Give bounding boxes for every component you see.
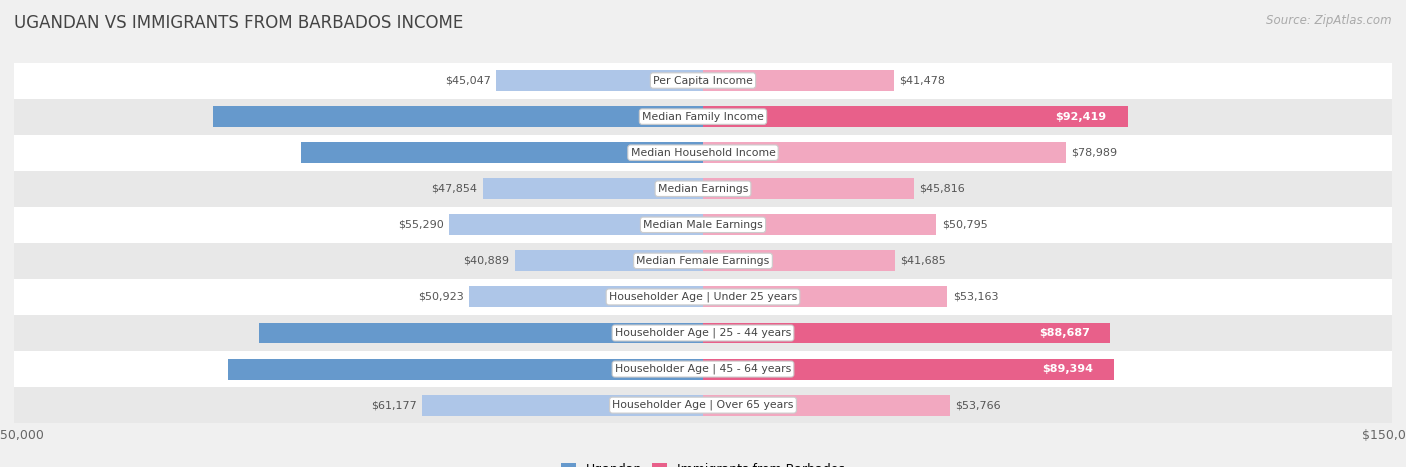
Bar	[703, 395, 950, 416]
Bar	[703, 178, 914, 199]
Bar	[259, 323, 703, 343]
Text: $92,419: $92,419	[1056, 112, 1107, 121]
Bar	[14, 134, 1392, 171]
Text: $47,854: $47,854	[432, 184, 478, 194]
Bar	[14, 387, 1392, 423]
Bar	[422, 395, 703, 416]
Text: $88,687: $88,687	[1039, 328, 1090, 338]
Text: $45,047: $45,047	[444, 76, 491, 85]
Text: Householder Age | Over 65 years: Householder Age | Over 65 years	[612, 400, 794, 410]
Text: Householder Age | 45 - 64 years: Householder Age | 45 - 64 years	[614, 364, 792, 375]
Text: $96,667: $96,667	[681, 328, 733, 338]
Legend: Ugandan, Immigrants from Barbados: Ugandan, Immigrants from Barbados	[555, 458, 851, 467]
Text: $41,478: $41,478	[898, 76, 945, 85]
Bar	[703, 286, 948, 307]
Text: Median Family Income: Median Family Income	[643, 112, 763, 121]
Text: $53,766: $53,766	[956, 400, 1001, 410]
Text: Median Male Earnings: Median Male Earnings	[643, 220, 763, 230]
Bar	[14, 351, 1392, 387]
Bar	[14, 243, 1392, 279]
Bar	[449, 214, 703, 235]
Text: $41,685: $41,685	[900, 256, 946, 266]
Bar	[14, 99, 1392, 134]
Text: Per Capita Income: Per Capita Income	[652, 76, 754, 85]
Bar	[496, 70, 703, 91]
Bar	[14, 315, 1392, 351]
Bar	[703, 214, 936, 235]
Text: Median Female Earnings: Median Female Earnings	[637, 256, 769, 266]
Bar	[470, 286, 703, 307]
Text: $78,989: $78,989	[1071, 148, 1118, 158]
Text: Householder Age | 25 - 44 years: Householder Age | 25 - 44 years	[614, 328, 792, 338]
Text: UGANDAN VS IMMIGRANTS FROM BARBADOS INCOME: UGANDAN VS IMMIGRANTS FROM BARBADOS INCO…	[14, 14, 464, 32]
Text: Median Household Income: Median Household Income	[630, 148, 776, 158]
Text: Source: ZipAtlas.com: Source: ZipAtlas.com	[1267, 14, 1392, 27]
Bar	[214, 106, 703, 127]
Bar	[703, 250, 894, 271]
Text: $53,163: $53,163	[953, 292, 998, 302]
Bar	[703, 106, 1128, 127]
Bar	[703, 359, 1114, 380]
Bar	[703, 70, 894, 91]
Bar	[484, 178, 703, 199]
Bar	[14, 207, 1392, 243]
Bar	[515, 250, 703, 271]
Text: $50,923: $50,923	[418, 292, 464, 302]
Text: $61,177: $61,177	[371, 400, 416, 410]
Bar	[228, 359, 703, 380]
Text: Householder Age | Under 25 years: Householder Age | Under 25 years	[609, 292, 797, 302]
Text: $55,290: $55,290	[398, 220, 443, 230]
Bar	[703, 142, 1066, 163]
Text: $45,816: $45,816	[920, 184, 965, 194]
Text: $50,795: $50,795	[942, 220, 987, 230]
Bar	[14, 171, 1392, 207]
Text: Median Earnings: Median Earnings	[658, 184, 748, 194]
Text: $89,394: $89,394	[1042, 364, 1094, 374]
Text: $103,472: $103,472	[679, 364, 738, 374]
Text: $40,889: $40,889	[464, 256, 509, 266]
Bar	[14, 279, 1392, 315]
Text: $106,541: $106,541	[679, 112, 737, 121]
Bar	[703, 323, 1111, 343]
Text: $87,557: $87,557	[683, 148, 734, 158]
Bar	[301, 142, 703, 163]
Bar	[14, 63, 1392, 99]
